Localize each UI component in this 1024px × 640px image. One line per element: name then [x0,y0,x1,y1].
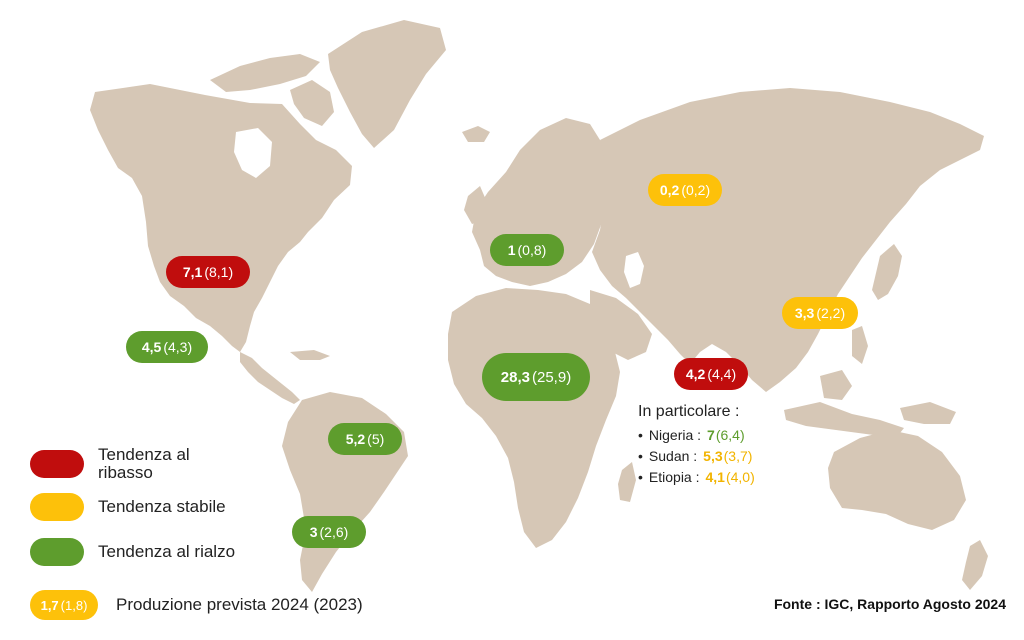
marker-africa: 28,3 (25,9) [482,353,590,401]
arctic-islands [210,54,320,92]
detail-row-etiopia: • Etiopia : 4,1 (4,0) [638,466,755,487]
legend-sample-value: 1,7 [40,597,59,613]
central-america [240,352,300,404]
africa [448,288,620,548]
detail-row-sudan: • Sudan : 5,3 (3,7) [638,445,755,466]
detail-country: Sudan : [648,447,698,464]
detail-previous: (3,7) [723,447,753,464]
legend-label-stabile: Tendenza stabile [98,497,226,516]
legend-sample: 1,7 (1,8) Produzione prevista 2024 (2023… [30,590,363,620]
iceland [462,126,490,142]
detail-country: Etiopia : [648,468,700,485]
hudson-bay [234,128,272,178]
marker-messico-value: 4,5 [141,339,162,355]
marker-usa-previous: (8,1) [204,264,234,280]
detail-value: 4,1 [705,468,725,485]
detail-previous: (4,0) [725,468,755,485]
marker-argentina-value: 3 [309,524,318,540]
marker-india-value: 4,2 [685,366,706,382]
legend-sample-label: Produzione prevista 2024 (2023) [116,595,363,614]
detail-country: Nigeria : [648,426,702,443]
marker-argentina: 3 (2,6) [292,516,366,548]
borneo [820,370,852,400]
marker-cina: 3,3 (2,2) [782,297,858,329]
asia [592,88,984,392]
caspian-sea [624,252,644,288]
legend-rialzo: Tendenza al rialzo [30,538,235,566]
japan [872,244,902,300]
new-zealand [962,540,988,590]
british-isles [464,186,486,224]
bullet-icon: • [638,447,643,464]
legend-sample-pill: 1,7 (1,8) [30,590,98,620]
legend-swatch-red [30,450,84,478]
detail-row-nigeria: • Nigeria : 7 (6,4) [638,424,755,445]
marker-india: 4,2 (4,4) [674,358,748,390]
detail-value: 5,3 [703,447,723,464]
detail-box: In particolare : • Nigeria : 7 (6,4) • S… [638,403,755,487]
marker-russia: 0,2 (0,2) [648,174,722,206]
source-note: Fonte : IGC, Rapporto Agosto 2024 [773,596,1006,612]
legend-ribasso: Tendenza al ribasso [30,446,228,482]
marker-usa: 7,1 (8,1) [166,256,250,288]
north-america-landmass [90,84,352,352]
detail-heading: In particolare : [638,403,740,420]
marker-usa-value: 7,1 [182,264,203,280]
marker-europa-previous: (0,8) [517,242,547,258]
marker-brasile-value: 5,2 [345,431,366,447]
baffin-island [290,80,334,126]
marker-india-previous: (4,4) [707,366,737,382]
caribbean-islands [290,350,330,360]
marker-africa-previous: (25,9) [532,368,572,386]
marker-russia-previous: (0,2) [681,182,711,198]
marker-messico-previous: (4,3) [163,339,193,355]
legend-stabile: Tendenza stabile [30,493,226,521]
marker-brasile: 5,2 (5) [328,423,402,455]
marker-brasile-previous: (5) [367,431,385,447]
marker-cina-value: 3,3 [794,305,815,321]
philippines [852,326,868,364]
southeast-asia-islands [784,402,904,438]
marker-russia-value: 0,2 [659,182,680,198]
bullet-icon: • [638,426,643,443]
marker-europa-value: 1 [507,242,516,258]
detail-value: 7 [707,426,715,443]
new-guinea [900,402,956,424]
greenland [328,20,446,148]
legend-label-rialzo: Tendenza al rialzo [98,542,236,561]
marker-messico: 4,5 (4,3) [126,331,208,363]
south-america [282,392,408,592]
legend-sample-previous: (1,8) [60,597,88,613]
legend-swatch-yellow [30,493,84,521]
marker-argentina-previous: (2,6) [319,524,349,540]
marker-africa-value: 28,3 [500,368,530,386]
detail-previous: (6,4) [715,426,745,443]
legend-swatch-green [30,538,84,566]
madagascar [618,462,636,502]
australia [828,430,966,530]
legend-label-ribasso: Tendenza al ribasso [98,445,190,482]
marker-cina-previous: (2,2) [816,305,846,321]
marker-europa: 1 (0,8) [490,234,564,266]
bullet-icon: • [638,468,643,485]
